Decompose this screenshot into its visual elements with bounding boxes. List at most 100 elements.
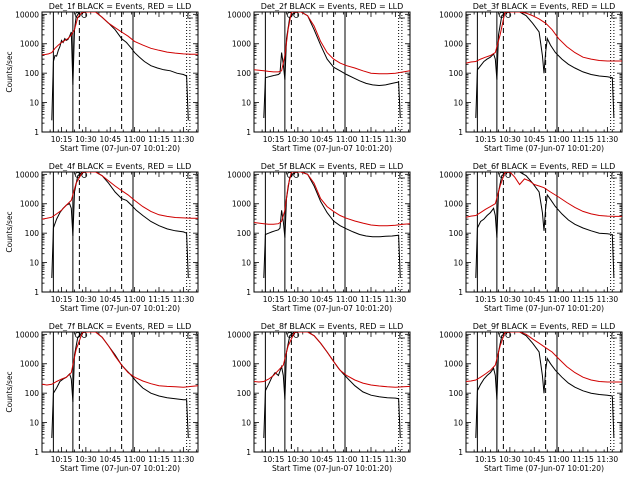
x-axis-label: Start Time (07-Jun-07 10:01:20) xyxy=(484,304,604,313)
x-tick-label: 10:30 xyxy=(75,455,97,464)
x-axis-label: Start Time (07-Jun-07 10:01:20) xyxy=(60,304,180,313)
plot-frame xyxy=(253,11,411,133)
panel-title: Det_9f BLACK = Events, RED = LLD xyxy=(473,322,616,331)
x-tick-label: 10:45 xyxy=(99,135,121,144)
state-L-marker xyxy=(187,173,193,179)
plot-frame xyxy=(41,171,199,293)
x-tick-label: 10:45 xyxy=(99,455,121,464)
y-tick-label: 10 xyxy=(453,99,463,108)
y-axis-label: Counts/sec xyxy=(5,51,14,92)
x-tick-label: 11:30 xyxy=(385,295,407,304)
x-tick-label: 11:30 xyxy=(597,455,619,464)
plot-frame xyxy=(465,11,623,133)
y-tick-label: 10 xyxy=(29,99,39,108)
y-tick-label: 10 xyxy=(453,259,463,268)
x-tick-label: 11:15 xyxy=(572,455,594,464)
x-tick-label: 10:45 xyxy=(99,295,121,304)
y-tick-label: 1000 xyxy=(232,200,251,209)
y-tick-label: 10000 xyxy=(227,10,251,19)
x-tick-label: 11:15 xyxy=(360,295,382,304)
panel-title: Det_6f BLACK = Events, RED = LLD xyxy=(473,162,616,171)
panel-title: Det_8f BLACK = Events, RED = LLD xyxy=(261,322,404,331)
x-tick-label: 11:00 xyxy=(548,455,570,464)
y-tick-label: 1 xyxy=(246,448,251,457)
plot-frame xyxy=(41,11,199,133)
series-lld xyxy=(466,172,622,218)
state-L-marker xyxy=(611,13,617,19)
y-tick-label: 10000 xyxy=(227,170,251,179)
y-tick-label: 10000 xyxy=(15,10,39,19)
x-tick-label: 11:30 xyxy=(173,295,195,304)
x-tick-label: 10:30 xyxy=(499,455,521,464)
y-tick-label: 100 xyxy=(237,69,252,78)
x-tick-label: 10:30 xyxy=(499,295,521,304)
y-axis-label: Counts/sec xyxy=(5,211,14,252)
y-tick-label: 10000 xyxy=(15,170,39,179)
y-tick-label: 1000 xyxy=(20,360,39,369)
x-axis-label: Start Time (07-Jun-07 10:01:20) xyxy=(272,144,392,153)
panel-6: Det_6f BLACK = Events, RED = LLD 1 10 100 10… xyxy=(439,162,623,313)
x-tick-label: 10:30 xyxy=(287,455,309,464)
x-tick-label: 10:45 xyxy=(311,135,333,144)
x-tick-label: 11:15 xyxy=(148,455,170,464)
x-tick-label: 10:45 xyxy=(311,295,333,304)
state-L-marker xyxy=(611,173,617,179)
y-tick-label: 10 xyxy=(29,259,39,268)
series-events xyxy=(51,332,189,439)
y-tick-label: 10000 xyxy=(439,330,463,339)
panel-1: Det_1f BLACK = Events, RED = LLD 1 10 100 10… xyxy=(5,2,199,153)
x-tick-label: 11:15 xyxy=(572,295,594,304)
x-tick-label: 11:30 xyxy=(173,455,195,464)
x-axis-label: Start Time (07-Jun-07 10:01:20) xyxy=(484,144,604,153)
y-tick-label: 1000 xyxy=(20,40,39,49)
x-tick-label: 11:00 xyxy=(124,135,146,144)
x-tick-label: 10:45 xyxy=(523,295,545,304)
series-lld xyxy=(254,332,410,388)
plot-frame xyxy=(465,331,623,453)
series-lld xyxy=(466,332,622,383)
x-tick-label: 10:30 xyxy=(287,135,309,144)
state-L-marker xyxy=(187,333,193,339)
y-tick-label: 10000 xyxy=(227,330,251,339)
series-lld xyxy=(42,332,198,388)
x-tick-label: 10:15 xyxy=(263,295,285,304)
y-tick-label: 1 xyxy=(34,288,39,297)
series-events xyxy=(51,172,189,279)
x-tick-label: 11:15 xyxy=(572,135,594,144)
series-lld xyxy=(254,172,410,227)
series-events xyxy=(263,12,401,119)
panel-title: Det_3f BLACK = Events, RED = LLD xyxy=(473,2,616,11)
x-tick-label: 11:30 xyxy=(597,135,619,144)
y-tick-label: 10 xyxy=(29,419,39,428)
y-axis-label: Counts/sec xyxy=(5,371,14,412)
x-axis-label: Start Time (07-Jun-07 10:01:20) xyxy=(60,464,180,473)
plot-frame xyxy=(253,331,411,453)
series-events xyxy=(475,172,615,279)
x-tick-label: 10:15 xyxy=(263,135,285,144)
x-tick-label: 11:00 xyxy=(124,455,146,464)
x-tick-label: 11:00 xyxy=(548,135,570,144)
x-tick-label: 11:00 xyxy=(124,295,146,304)
series-events xyxy=(51,12,189,121)
y-tick-label: 100 xyxy=(25,69,40,78)
y-tick-label: 10 xyxy=(241,259,251,268)
y-tick-label: 100 xyxy=(449,389,464,398)
x-tick-label: 10:15 xyxy=(51,135,73,144)
state-L-marker xyxy=(399,333,405,339)
y-tick-label: 100 xyxy=(25,229,40,238)
y-tick-label: 10 xyxy=(241,419,251,428)
panel-8: Det_8f BLACK = Events, RED = LLD 1 10 100 10… xyxy=(227,322,411,473)
x-tick-label: 10:15 xyxy=(475,295,497,304)
x-tick-label: 10:45 xyxy=(311,455,333,464)
x-tick-label: 10:15 xyxy=(263,455,285,464)
x-tick-label: 11:15 xyxy=(360,135,382,144)
x-tick-label: 10:15 xyxy=(51,295,73,304)
x-tick-label: 11:00 xyxy=(336,295,358,304)
plot-frame xyxy=(465,171,623,293)
y-tick-label: 10 xyxy=(241,99,251,108)
x-tick-label: 11:15 xyxy=(148,135,170,144)
panel-title: Det_5f BLACK = Events, RED = LLD xyxy=(261,162,404,171)
y-tick-label: 1 xyxy=(34,448,39,457)
series-events xyxy=(475,12,615,119)
